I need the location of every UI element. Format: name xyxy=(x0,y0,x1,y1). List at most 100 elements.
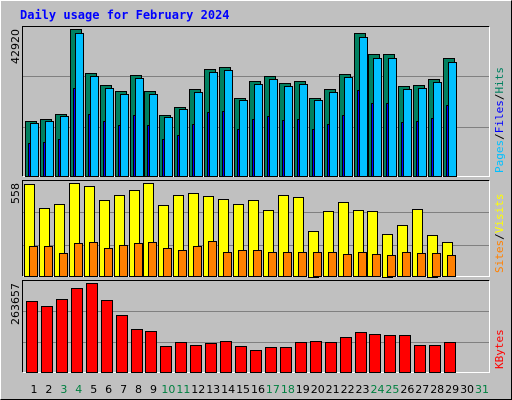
legend-separator: / xyxy=(493,233,506,240)
panel-border-dark xyxy=(22,26,490,177)
x-tick-label: 23 xyxy=(356,383,370,396)
legend-separator: / xyxy=(493,133,506,140)
bar xyxy=(369,334,381,373)
legend: KBytes xyxy=(493,329,506,369)
x-tick-label: 11 xyxy=(176,383,190,396)
bar xyxy=(403,89,412,177)
bar xyxy=(372,254,381,277)
bar xyxy=(175,342,187,373)
bar xyxy=(90,76,99,177)
bar xyxy=(402,252,411,277)
bar xyxy=(71,288,83,373)
bar xyxy=(414,345,426,373)
bar xyxy=(239,100,248,177)
x-tick-label: 15 xyxy=(236,383,250,396)
x-tick-label: 31 xyxy=(475,383,489,396)
x-tick-label: 22 xyxy=(341,383,355,396)
legend-entry: Sites xyxy=(493,240,506,273)
x-tick-label: 10 xyxy=(161,383,175,396)
bar xyxy=(75,33,84,177)
bar xyxy=(60,116,69,177)
x-tick-label: 18 xyxy=(281,383,295,396)
bar xyxy=(41,306,53,373)
bar xyxy=(417,253,426,277)
bar xyxy=(178,250,187,277)
bar xyxy=(384,335,396,373)
x-tick-label: 2 xyxy=(45,383,52,396)
chart-title: Daily usage for February 2024 xyxy=(20,8,230,22)
y-tick-label: 263657 xyxy=(9,283,22,325)
bar xyxy=(104,248,113,277)
bar xyxy=(149,94,158,177)
bar xyxy=(268,252,277,277)
bar xyxy=(448,62,457,177)
bar xyxy=(116,315,128,373)
bar xyxy=(220,341,232,373)
legend-entry: Files xyxy=(493,100,506,133)
legend: Pages/Files/Hits xyxy=(493,67,506,173)
x-tick-label: 5 xyxy=(90,383,97,396)
bar xyxy=(223,252,232,277)
bar xyxy=(433,82,442,177)
bar xyxy=(224,70,233,177)
x-tick-label: 21 xyxy=(326,383,340,396)
bar xyxy=(235,346,247,373)
bar xyxy=(30,123,39,177)
bar xyxy=(163,248,172,277)
bar xyxy=(429,345,441,373)
bar xyxy=(105,88,114,177)
x-tick-label: 6 xyxy=(105,383,112,396)
bar xyxy=(134,243,143,277)
bar xyxy=(313,252,322,277)
bar xyxy=(269,79,278,177)
bar xyxy=(432,253,441,277)
y-tick-label: 558 xyxy=(9,183,22,204)
bar xyxy=(355,332,367,373)
bar xyxy=(280,347,292,373)
bar xyxy=(254,84,263,177)
x-tick-label: 14 xyxy=(221,383,235,396)
x-tick-label: 1 xyxy=(31,383,38,396)
bar xyxy=(447,255,456,277)
bar xyxy=(344,77,353,177)
x-tick-label: 4 xyxy=(75,383,82,396)
bar xyxy=(119,245,128,277)
bar xyxy=(387,255,396,277)
legend-entry: Visits xyxy=(493,194,506,234)
panel-border-dark xyxy=(22,280,490,373)
bar xyxy=(86,283,98,373)
bar xyxy=(26,301,38,373)
bar xyxy=(45,121,54,177)
bar xyxy=(205,343,217,373)
panel-border-dark xyxy=(22,180,490,277)
x-tick-label: 7 xyxy=(120,383,127,396)
bar xyxy=(208,241,217,277)
bar xyxy=(388,58,397,177)
bar xyxy=(298,252,307,277)
bar xyxy=(343,254,352,277)
bar xyxy=(399,335,411,373)
x-tick-label: 29 xyxy=(445,383,459,396)
x-tick-label: 20 xyxy=(311,383,325,396)
bar xyxy=(164,117,173,177)
bar xyxy=(295,342,307,373)
bar xyxy=(329,92,338,177)
bar xyxy=(328,252,337,277)
x-tick-label: 26 xyxy=(400,383,414,396)
legend-entry: Hits xyxy=(493,67,506,94)
bar xyxy=(179,109,188,177)
bar xyxy=(209,72,218,177)
x-tick-label: 30 xyxy=(460,383,474,396)
bar xyxy=(29,246,38,277)
bar xyxy=(74,243,83,277)
x-tick-label: 19 xyxy=(296,383,310,396)
bar xyxy=(193,246,202,277)
bar xyxy=(190,345,202,373)
x-tick-label: 28 xyxy=(430,383,444,396)
bar xyxy=(299,84,308,177)
bar xyxy=(250,350,262,373)
bar xyxy=(120,94,129,177)
bar xyxy=(283,252,292,277)
